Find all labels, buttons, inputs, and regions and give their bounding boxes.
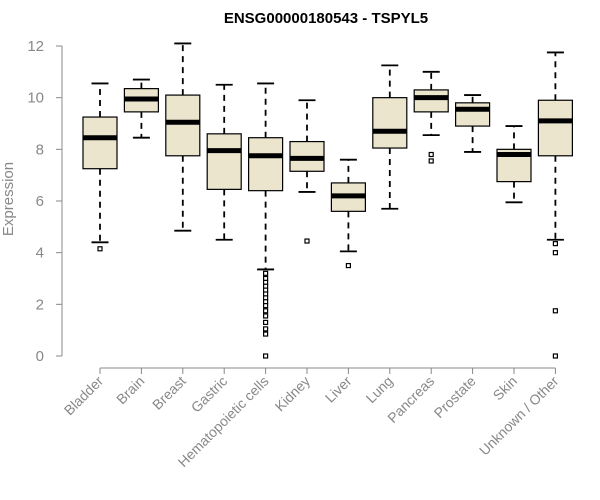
x-tick-label: Bladder [61,373,107,419]
y-tick-label: 10 [27,90,44,107]
outlier-point [263,326,269,332]
outlier-point [263,353,269,359]
outlier-point [263,331,269,337]
y-tick-label: 12 [27,38,44,55]
outlier-point [428,158,434,164]
box-group [455,94,491,153]
outlier-point [552,250,559,256]
box-iqr [413,89,449,113]
outlier-point [263,313,269,319]
box-group [372,64,408,210]
y-tick-label: 8 [36,141,44,158]
y-axis-label: Expression [0,162,17,236]
y-axis: 0 2 4 6 8 10 12 [27,38,63,365]
box-group [82,82,118,252]
x-tick-label: Kidney [272,373,314,415]
box-group [289,99,325,244]
box-iqr [82,116,118,170]
box-iqr [206,133,242,190]
y-tick-label: 0 [36,348,44,365]
outlier-point [552,241,559,247]
outlier-point [263,270,269,276]
outlier-point [97,246,103,252]
box-group [123,78,160,139]
x-tick-label: Brain [113,373,147,407]
box-group [165,42,201,232]
box-iqr [537,99,574,157]
box-series [82,42,574,359]
outlier-point [552,353,559,359]
box-iqr [165,94,201,157]
box-group [248,82,284,359]
box-group [413,70,449,164]
x-tick-label: Lung [363,373,396,406]
outlier-point [552,308,559,314]
x-tick-label: Unknown / Other [476,373,562,459]
outlier-point [263,303,269,309]
outlier-point [263,319,269,326]
box-group [206,83,242,241]
outlier-point [304,238,310,244]
outlier-point [263,308,269,314]
y-tick-label: 2 [36,296,44,313]
chart-title: ENSG00000180543 - TSPYL5 [224,10,428,27]
outlier-point [428,151,434,158]
y-tick-label: 4 [36,245,44,262]
x-tick-label: Breast [149,373,189,413]
x-tick-label: Prostate [431,373,479,421]
x-tick-label: Liver [322,373,355,406]
outlier-point [345,262,351,269]
x-tick-label: Skin [490,373,521,404]
box-group [537,51,574,359]
box-iqr [455,102,491,127]
y-tick-label: 6 [36,193,44,210]
box-group [330,158,366,269]
box-iqr [372,97,408,149]
box-iqr [248,137,284,192]
box-group [496,125,532,204]
